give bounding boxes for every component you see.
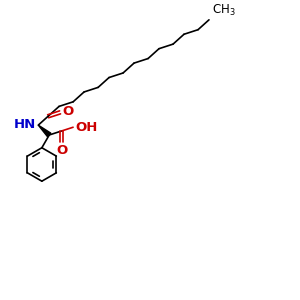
Polygon shape — [38, 125, 51, 137]
Text: OH: OH — [75, 121, 98, 134]
Text: O: O — [56, 144, 68, 157]
Text: CH$_3$: CH$_3$ — [212, 3, 236, 18]
Text: O: O — [62, 105, 73, 118]
Text: HN: HN — [14, 118, 36, 130]
